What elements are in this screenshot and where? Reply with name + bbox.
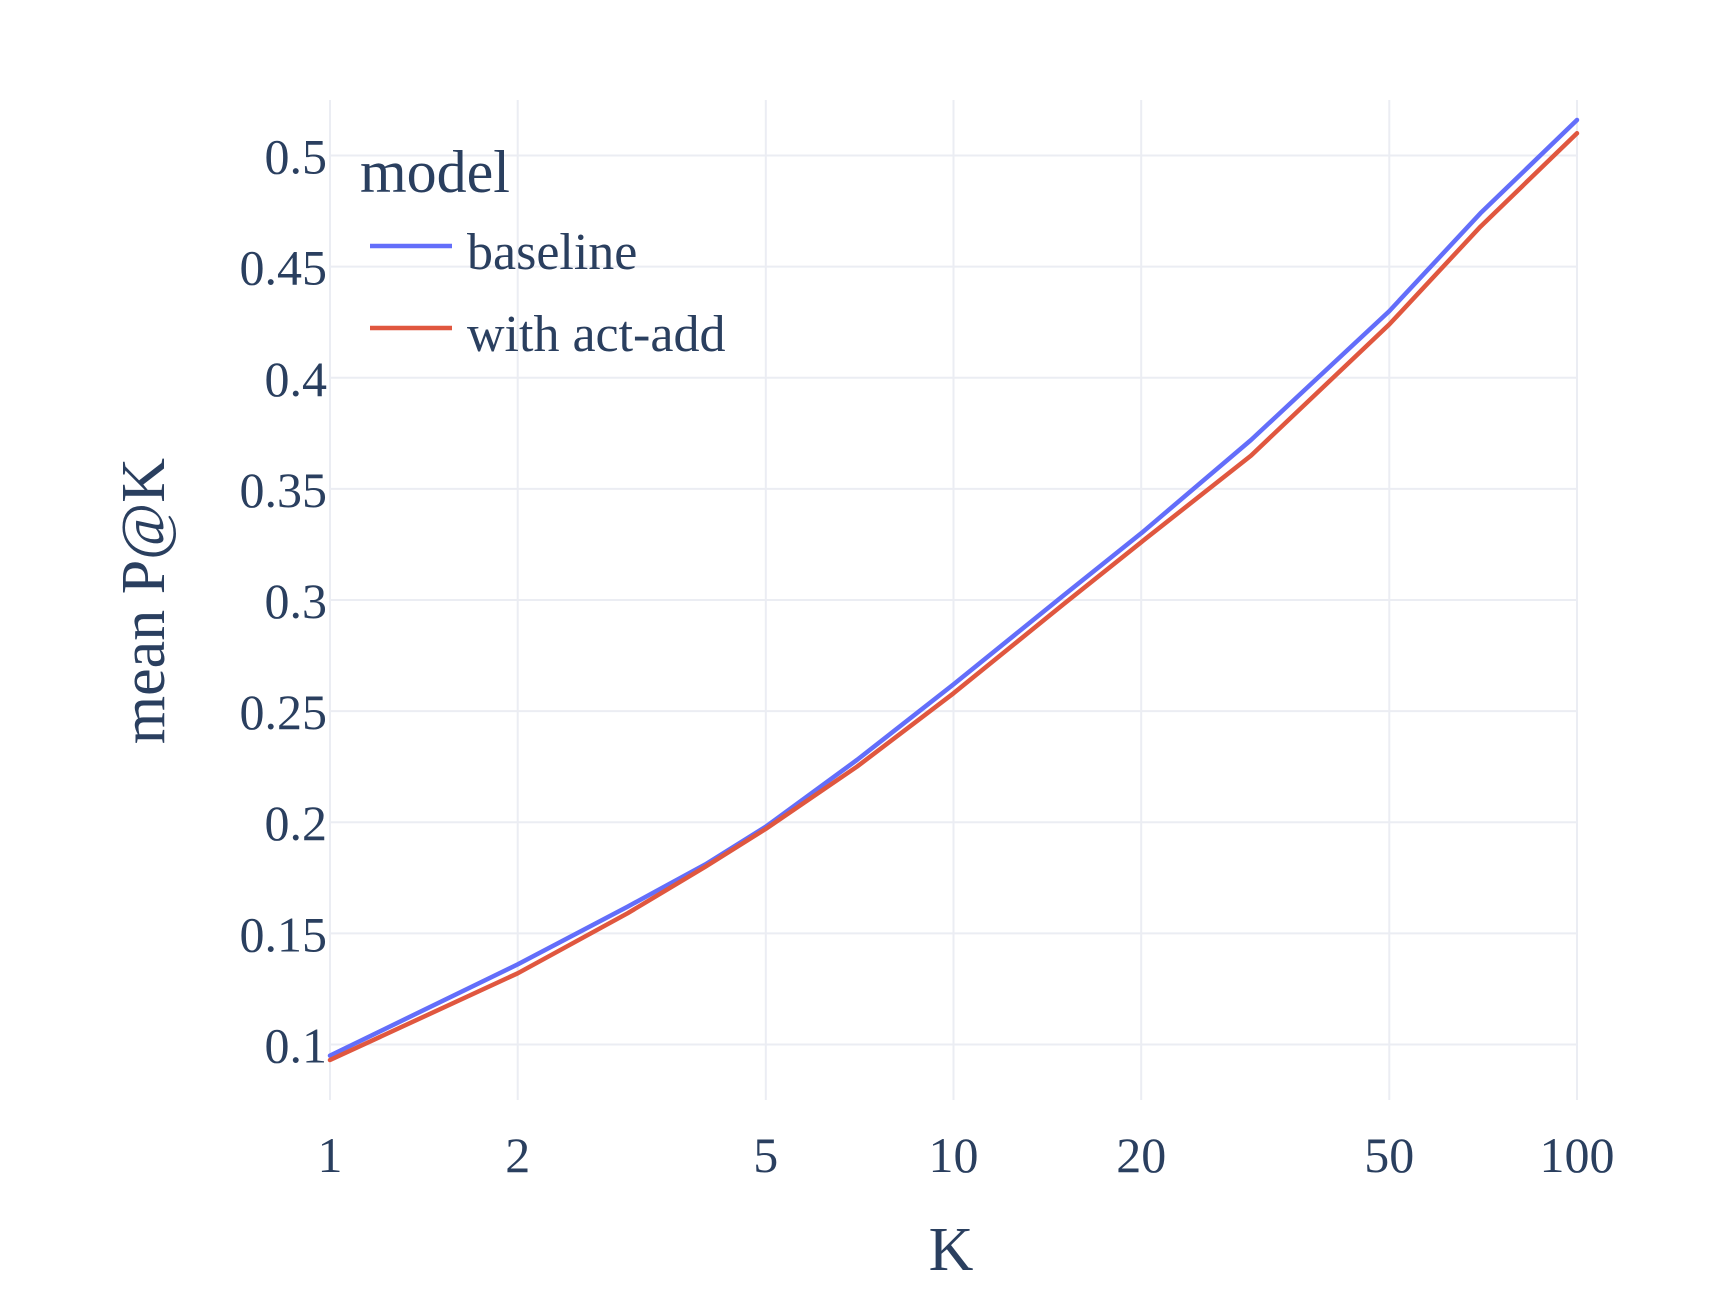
y-tick-label: 0.2: [265, 795, 328, 851]
y-axis-title: mean P@K: [110, 458, 178, 744]
x-axis-title: K: [929, 1216, 974, 1284]
x-tick-label: 10: [929, 1127, 979, 1183]
x-tick-label: 20: [1116, 1127, 1166, 1183]
legend-item-baseline[interactable]: baseline: [370, 224, 637, 281]
y-tick-label: 0.15: [240, 906, 328, 962]
y-tick-label: 0.45: [240, 240, 328, 296]
series-line-with-act-add: [327, 131, 1580, 1063]
legend-label-with-act-add: with act-add: [467, 306, 725, 363]
x-tick-label: 100: [1540, 1127, 1615, 1183]
x-tick-label: 50: [1364, 1127, 1414, 1183]
x-axis-ticks: 1 2 5 10 20 50 100: [318, 1127, 1615, 1183]
y-tick-label: 0.35: [240, 462, 328, 518]
x-tick-label: 5: [753, 1127, 778, 1183]
legend-title: model: [360, 139, 510, 205]
grid: [329, 100, 1578, 1100]
series-layer: [327, 117, 1580, 1063]
y-tick-label: 0.25: [240, 684, 328, 740]
y-tick-label: 0.1: [265, 1017, 328, 1073]
legend: model baseline with act-add: [360, 139, 725, 363]
x-tick-label: 1: [318, 1127, 343, 1183]
x-tick-label: 2: [505, 1127, 530, 1183]
legend-label-baseline: baseline: [467, 224, 637, 281]
y-tick-label: 0.4: [265, 351, 328, 407]
y-tick-label: 0.5: [265, 129, 328, 185]
y-axis-ticks: 0.1 0.15 0.2 0.25 0.3 0.35 0.4 0.45 0.5: [240, 129, 328, 1074]
series-line-baseline: [327, 117, 1580, 1058]
y-tick-label: 0.3: [265, 573, 328, 629]
legend-item-with-act-add[interactable]: with act-add: [370, 306, 725, 363]
